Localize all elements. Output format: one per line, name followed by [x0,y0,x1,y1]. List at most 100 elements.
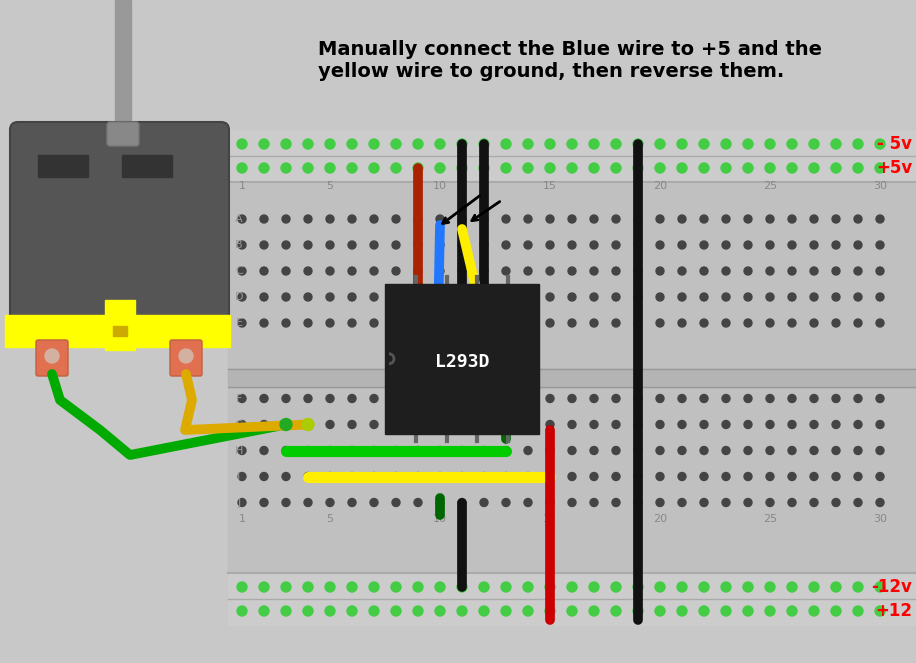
Circle shape [260,267,268,275]
Circle shape [788,499,796,507]
Circle shape [743,582,753,592]
Circle shape [458,499,466,507]
Circle shape [348,267,356,275]
Circle shape [568,241,576,249]
Circle shape [546,394,554,402]
Circle shape [524,241,532,249]
Circle shape [788,293,796,301]
Circle shape [700,394,708,402]
Circle shape [568,293,576,301]
Circle shape [524,446,532,455]
Circle shape [370,499,378,507]
Circle shape [304,499,312,507]
Circle shape [612,473,620,481]
Circle shape [259,582,269,592]
Circle shape [678,446,686,455]
Circle shape [677,582,687,592]
Circle shape [326,319,334,327]
Circle shape [589,606,599,616]
Circle shape [370,267,378,275]
Circle shape [634,420,642,428]
Circle shape [304,473,312,481]
Circle shape [370,394,378,402]
Text: 25: 25 [763,181,777,191]
Circle shape [282,241,290,249]
Circle shape [722,420,730,428]
Circle shape [853,163,863,173]
Circle shape [590,241,598,249]
Circle shape [744,215,752,223]
Text: -12v: -12v [871,578,912,596]
Circle shape [348,394,356,402]
Circle shape [568,420,576,428]
Circle shape [238,215,246,223]
Circle shape [281,606,291,616]
Circle shape [810,267,818,275]
Circle shape [238,394,246,402]
Circle shape [524,394,532,402]
Circle shape [611,139,621,149]
Circle shape [370,446,378,455]
Circle shape [325,582,335,592]
Circle shape [237,582,247,592]
Circle shape [414,241,422,249]
Circle shape [391,606,401,616]
Circle shape [678,319,686,327]
Circle shape [766,215,774,223]
Circle shape [832,499,840,507]
Circle shape [634,446,642,455]
Circle shape [436,499,444,507]
Circle shape [853,582,863,592]
Circle shape [700,420,708,428]
Circle shape [853,139,863,149]
Circle shape [766,267,774,275]
Circle shape [876,267,884,275]
Circle shape [436,394,444,402]
Circle shape [788,267,796,275]
Circle shape [722,319,730,327]
Circle shape [370,420,378,428]
Text: 30: 30 [873,514,887,524]
Circle shape [457,582,467,592]
Circle shape [480,420,488,428]
Circle shape [414,293,422,301]
Circle shape [325,163,335,173]
Text: 5: 5 [326,181,333,191]
FancyBboxPatch shape [36,340,68,376]
Circle shape [612,267,620,275]
Circle shape [281,163,291,173]
Circle shape [788,319,796,327]
Circle shape [347,582,357,592]
Circle shape [788,420,796,428]
Text: D: D [234,292,244,302]
Circle shape [634,394,642,402]
Circle shape [458,215,466,223]
Circle shape [304,420,312,428]
Circle shape [282,473,290,481]
Circle shape [722,394,730,402]
Circle shape [721,582,731,592]
Circle shape [854,293,862,301]
Circle shape [326,420,334,428]
Bar [105,300,135,350]
Circle shape [612,293,620,301]
Circle shape [568,267,576,275]
Circle shape [370,293,378,301]
Circle shape [589,163,599,173]
Circle shape [590,394,598,402]
Circle shape [480,319,488,327]
Circle shape [612,446,620,455]
Circle shape [656,499,664,507]
Circle shape [391,582,401,592]
Circle shape [480,241,488,249]
Circle shape [875,163,885,173]
Circle shape [414,394,422,402]
Circle shape [677,139,687,149]
Circle shape [633,582,643,592]
Circle shape [302,418,314,430]
Circle shape [325,606,335,616]
Circle shape [458,420,466,428]
Circle shape [677,606,687,616]
Circle shape [347,139,357,149]
Circle shape [766,293,774,301]
